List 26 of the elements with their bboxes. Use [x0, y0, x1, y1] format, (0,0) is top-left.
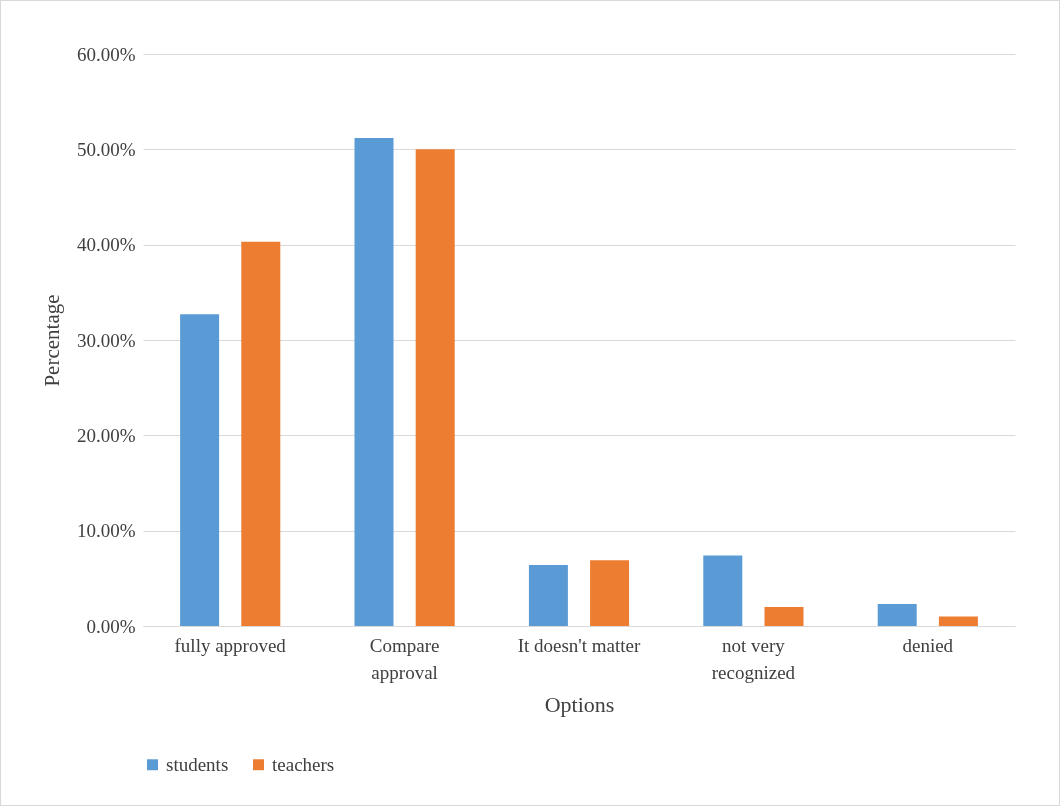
- x-tick-label: It doesn't matter: [517, 634, 641, 656]
- bar: [938, 616, 978, 626]
- x-tick-label: Compare approval: [369, 634, 440, 683]
- x-axis-title: Options: [544, 691, 615, 717]
- bar: [241, 241, 281, 626]
- y-tick-label: 40.00%: [76, 234, 136, 256]
- y-tick-label: 20.00%: [76, 424, 136, 446]
- bar: [415, 149, 455, 626]
- y-tick-label: 10.00%: [76, 520, 136, 542]
- y-tick-label: 30.00%: [76, 329, 136, 351]
- legend-label: teachers: [272, 753, 335, 775]
- y-tick-label: 0.00%: [86, 615, 136, 637]
- bar: [877, 604, 917, 626]
- x-tick-label: not very recognized: [711, 634, 796, 683]
- y-tick-label: 50.00%: [76, 138, 136, 160]
- y-axis-title: Percentage: [39, 294, 64, 387]
- bar: [703, 555, 743, 626]
- x-tick-label: fully approved: [174, 634, 287, 656]
- bar: [180, 314, 220, 626]
- legend-label: students: [166, 753, 229, 775]
- bar: [528, 564, 568, 626]
- y-tick-label: 60.00%: [76, 43, 136, 65]
- x-tick-label: denied: [902, 634, 954, 656]
- bar: [354, 137, 394, 626]
- bar: [764, 606, 804, 626]
- bar: [590, 560, 630, 626]
